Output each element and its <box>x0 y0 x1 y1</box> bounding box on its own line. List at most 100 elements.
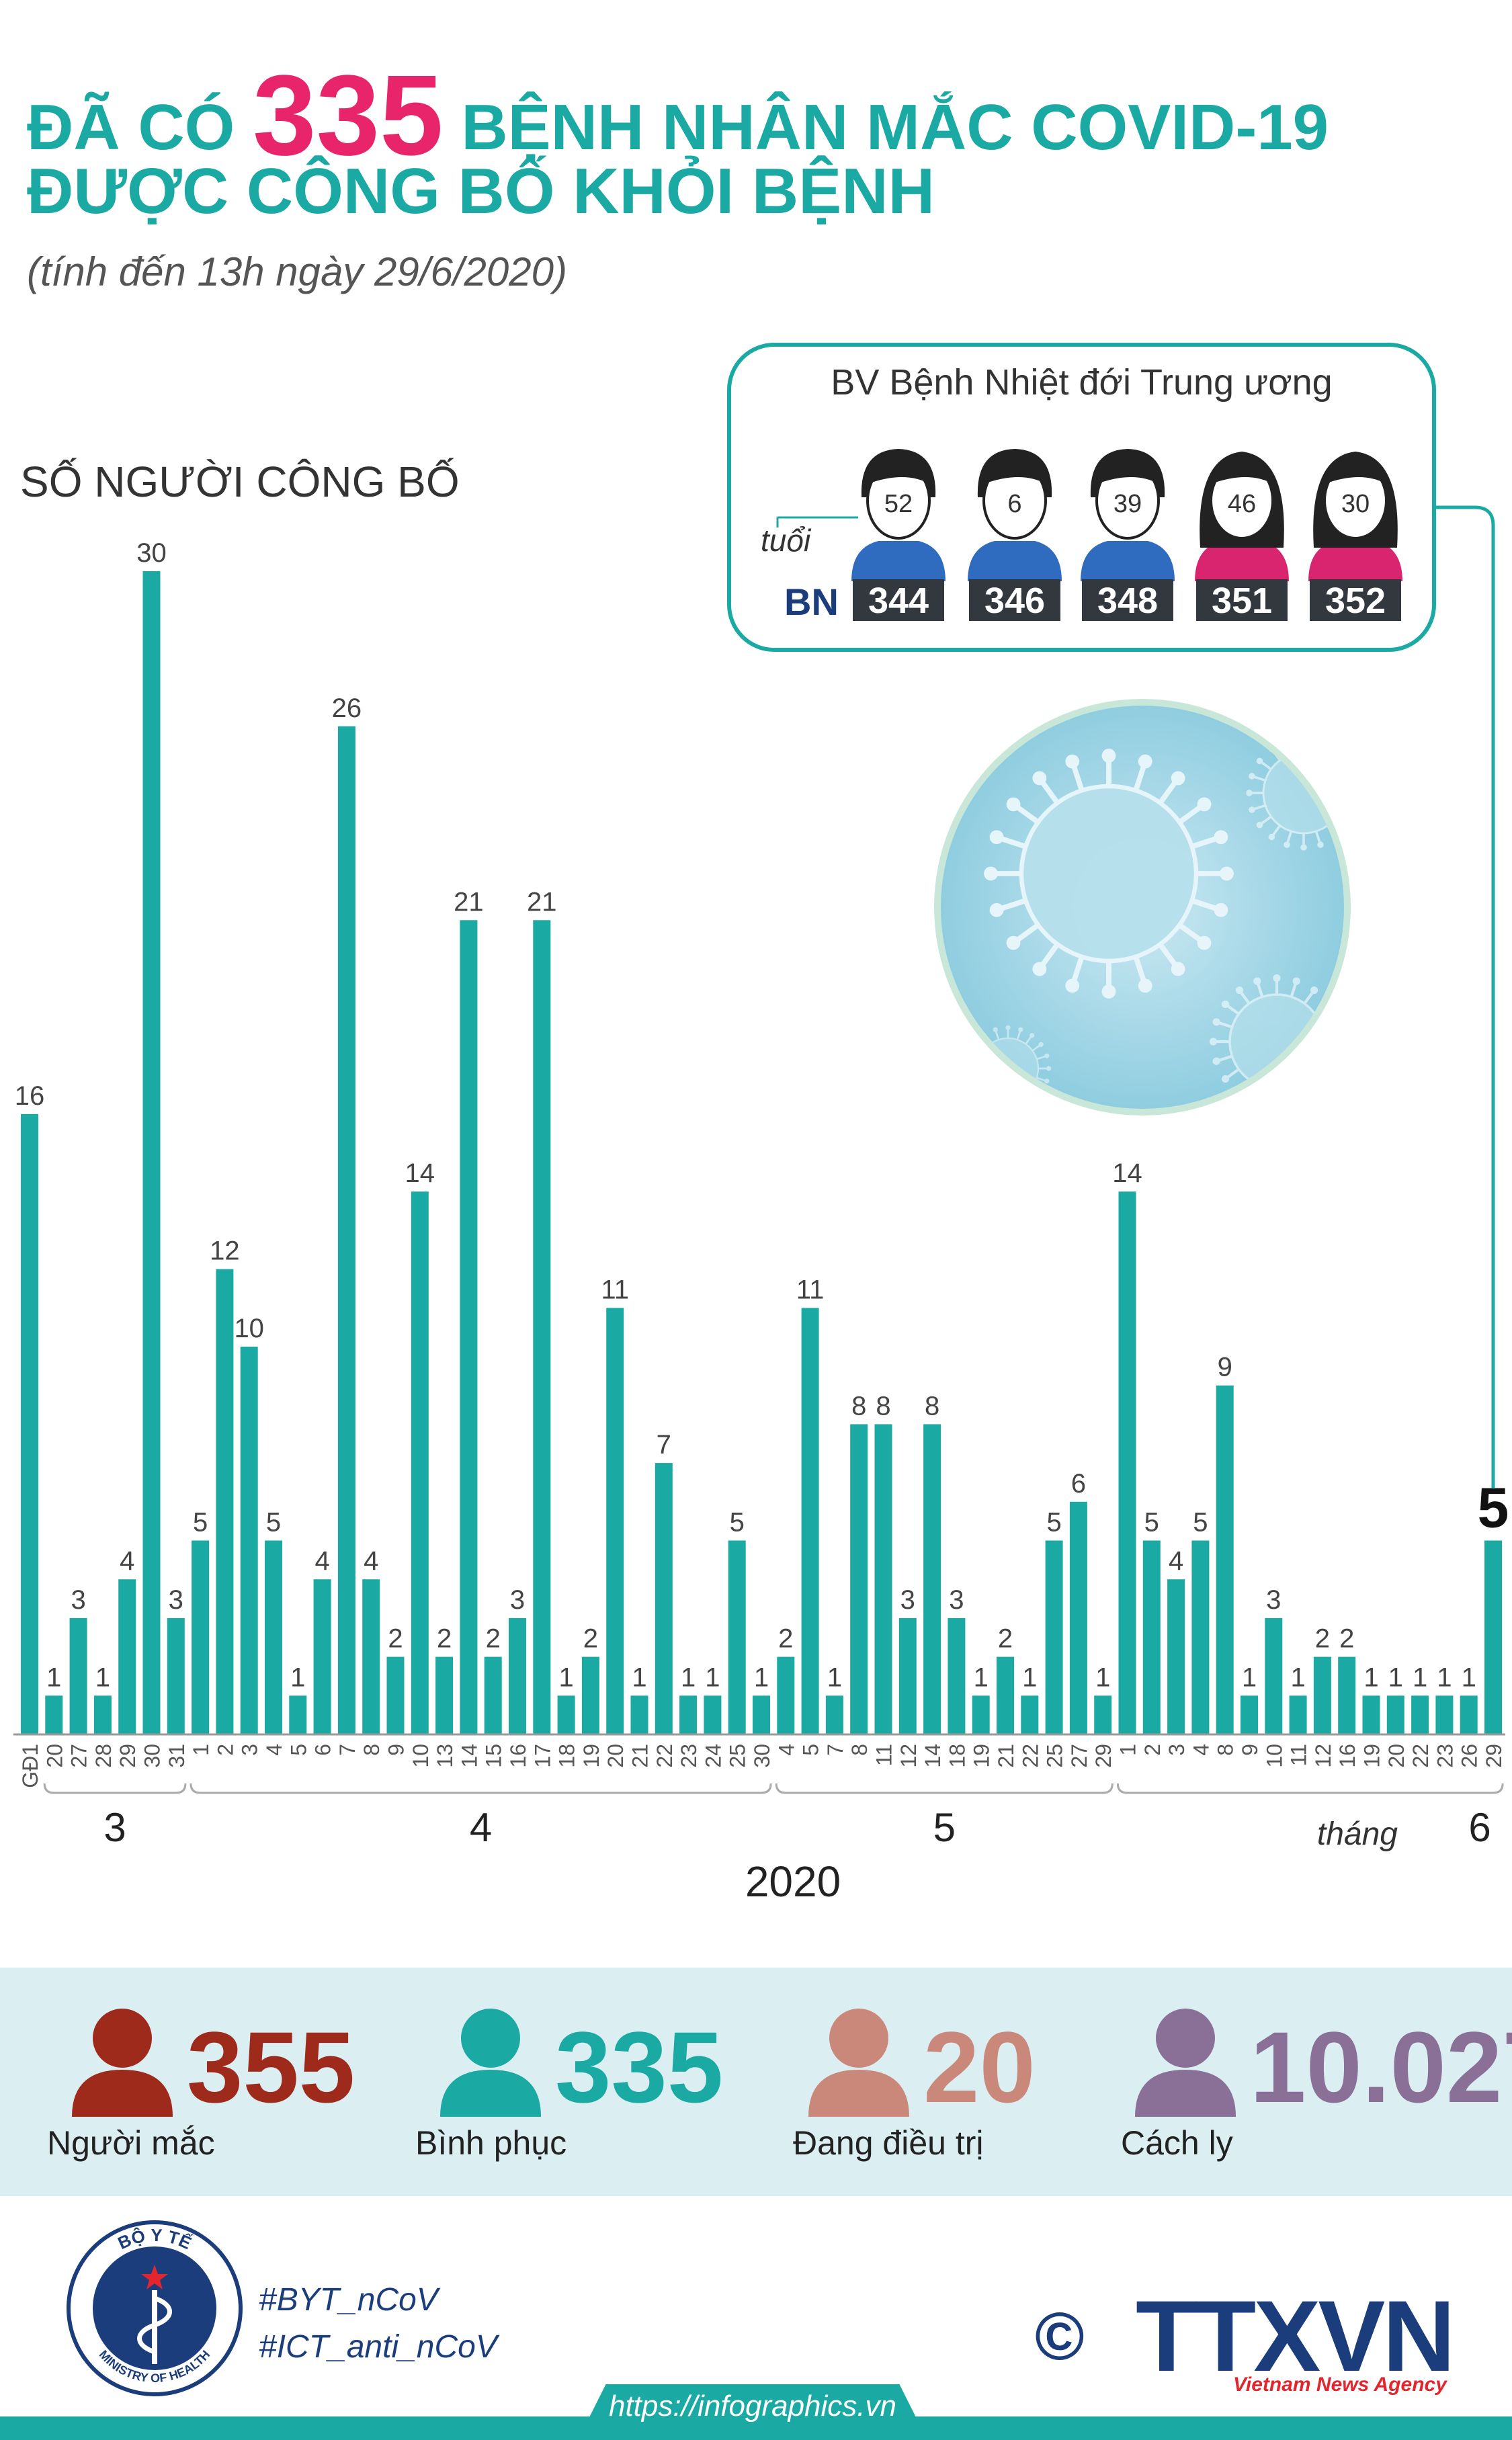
patient-list: tuổi BN 52 344 6 346 39 348 46 351 30 352 <box>761 449 1402 623</box>
bar <box>1191 1540 1210 1734</box>
bar-value-label: 1 <box>1437 1663 1452 1692</box>
x-tick-label: 18 <box>945 1744 969 1768</box>
bar-value-label: 6 <box>1071 1469 1086 1499</box>
bar-value-label: 4 <box>1169 1546 1183 1576</box>
x-tick-label: 8 <box>1214 1744 1238 1756</box>
x-tick-label: 26 <box>1458 1744 1482 1768</box>
x-tick-label: 8 <box>360 1744 384 1756</box>
bar-value-label: 10 <box>234 1314 264 1343</box>
x-tick-label: 2 <box>1140 1744 1165 1756</box>
bar-value-label: 4 <box>314 1546 329 1576</box>
x-tick-label: 14 <box>457 1744 481 1768</box>
patient-351: 46 351 <box>1195 452 1289 621</box>
bar <box>1338 1656 1356 1734</box>
bar-value-label: 1 <box>290 1663 305 1692</box>
y-axis-label: SỐ NGƯỜI CÔNG BỐ <box>20 458 460 506</box>
x-tick-label: 4 <box>1189 1744 1213 1756</box>
x-tick-label: 13 <box>433 1744 457 1768</box>
stat-label: Người mắc <box>47 2124 215 2162</box>
x-tick-label: 19 <box>970 1744 994 1768</box>
patient-id-box <box>969 579 1060 621</box>
bar-value-label: 1 <box>1363 1663 1378 1692</box>
patient-age: 52 <box>884 490 913 518</box>
bar <box>1216 1385 1234 1734</box>
bar <box>655 1463 673 1734</box>
bar-value-label: 1 <box>1462 1663 1476 1692</box>
bar <box>337 726 355 1734</box>
bar <box>118 1579 136 1734</box>
patient-id-box <box>1196 579 1288 621</box>
x-tick-label: 7 <box>823 1744 847 1756</box>
bar-value-label: 1 <box>1290 1663 1305 1692</box>
bar-value-label: 3 <box>1266 1585 1281 1615</box>
x-tick-label: 5 <box>799 1744 823 1756</box>
patient-age: 46 <box>1228 490 1256 518</box>
x-tick-label: 10 <box>1262 1744 1286 1768</box>
x-tick-label: 7 <box>335 1744 360 1756</box>
bar <box>533 920 551 1734</box>
x-tick-label: 23 <box>677 1744 701 1768</box>
bar <box>435 1656 454 1734</box>
title-suffix: BỆNH NHÂN MẮC COVID-19 <box>461 91 1329 163</box>
bar-value-label: 12 <box>210 1236 240 1266</box>
x-tick-label: 27 <box>67 1744 91 1768</box>
hashtag-byt: #BYT_nCoV <box>259 2282 438 2318</box>
bar <box>557 1695 575 1734</box>
bar-value-label: 1 <box>632 1663 646 1692</box>
x-tick-label: 25 <box>726 1744 750 1768</box>
bar <box>313 1579 331 1734</box>
bar-value-label: 1 <box>681 1663 696 1692</box>
bar <box>1289 1695 1307 1734</box>
stat-value: 355 <box>187 2011 355 2123</box>
shirt-icon <box>851 541 946 581</box>
bar <box>216 1269 234 1734</box>
x-tick-label: 21 <box>994 1744 1018 1768</box>
bar-value-label: 16 <box>15 1081 45 1111</box>
x-tick-label: 20 <box>42 1744 67 1768</box>
stat-value: 335 <box>555 2011 724 2123</box>
age-label: tuổi <box>761 523 812 558</box>
virus-icon <box>984 749 1234 999</box>
bar <box>167 1617 185 1734</box>
x-tick-label: 30 <box>140 1744 165 1768</box>
bar <box>825 1695 843 1734</box>
bar-value-label: 3 <box>169 1585 183 1615</box>
bar-value-label: 1 <box>705 1663 720 1692</box>
bar-value-label: 21 <box>527 887 557 917</box>
x-tick-label: 31 <box>165 1744 189 1768</box>
bar-value-label: 30 <box>136 538 167 568</box>
x-tick-label: GĐ1 <box>18 1744 42 1788</box>
bar <box>1069 1501 1087 1734</box>
bar <box>1411 1695 1429 1734</box>
bar-value-label: 26 <box>332 693 362 723</box>
patient-id: 348 <box>1097 581 1158 621</box>
bar-value-label: 8 <box>925 1391 939 1421</box>
x-tick-label: 29 <box>1091 1744 1116 1768</box>
agency-name: Vietnam News Agency <box>1233 2373 1447 2396</box>
x-tick-label: 22 <box>1409 1744 1433 1768</box>
month-word: tháng <box>1317 1816 1398 1852</box>
bar <box>509 1617 526 1734</box>
bar <box>997 1656 1014 1734</box>
bar <box>386 1656 405 1734</box>
person-icon <box>440 2009 541 2117</box>
ttxvn-logo: TTXVN <box>1136 2279 1456 2392</box>
patient-id: 351 <box>1212 581 1272 621</box>
x-tick-label: 9 <box>384 1744 409 1756</box>
stat-value: 10.027 <box>1250 2011 1512 2123</box>
website-link[interactable]: https://infographics.vn <box>608 2390 896 2423</box>
patient-id: 344 <box>868 581 929 621</box>
x-tick-label: 4 <box>262 1744 286 1756</box>
highlight-connector <box>1436 505 1495 1488</box>
bar-value-label: 4 <box>364 1546 378 1576</box>
bar <box>1460 1695 1478 1734</box>
x-tick-label: 19 <box>579 1744 603 1768</box>
bar <box>704 1695 722 1734</box>
bar <box>1313 1656 1331 1734</box>
page-subtitle: (tính đến 13h ngày 29/6/2020) <box>27 249 567 294</box>
x-tick-label: 19 <box>1360 1744 1384 1768</box>
x-tick-label: 11 <box>1287 1744 1311 1766</box>
x-tick-label: 22 <box>1018 1744 1042 1768</box>
stat-value: 20 <box>923 2011 1036 2123</box>
virus-illustration <box>934 699 1351 1116</box>
